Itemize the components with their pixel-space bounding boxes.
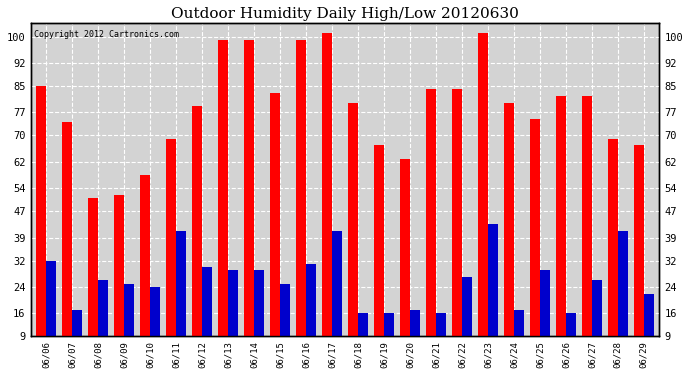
Bar [270,93,280,366]
Bar [244,40,254,366]
Bar [566,313,575,366]
Bar [504,102,514,366]
Bar [72,310,82,366]
Bar [348,102,358,366]
Bar [452,89,462,366]
Bar [592,280,602,366]
Bar [228,270,238,366]
Bar [514,310,524,366]
Bar [150,287,160,366]
Bar [462,277,472,366]
Bar [436,313,446,366]
Bar [540,270,550,366]
Bar [254,270,264,366]
Text: Copyright 2012 Cartronics.com: Copyright 2012 Cartronics.com [34,30,179,39]
Bar [140,175,150,366]
Bar [176,231,186,366]
Bar [332,231,342,366]
Bar [115,195,124,366]
Bar [384,313,394,366]
Bar [556,96,566,366]
Bar [530,119,540,366]
Bar [193,106,202,366]
Bar [410,310,420,366]
Bar [358,313,368,366]
Bar [280,284,290,366]
Bar [426,89,436,366]
Bar [218,40,228,366]
Bar [98,280,108,366]
Bar [88,198,98,366]
Bar [124,284,134,366]
Bar [37,86,46,366]
Bar [488,224,497,366]
Bar [582,96,592,366]
Bar [478,33,488,366]
Bar [634,146,644,366]
Bar [644,294,653,366]
Bar [306,264,316,366]
Bar [62,122,72,366]
Bar [202,267,212,366]
Bar [608,139,618,366]
Bar [296,40,306,366]
Bar [166,139,176,366]
Bar [374,146,384,366]
Bar [400,159,410,366]
Bar [618,231,628,366]
Bar [322,33,332,366]
Title: Outdoor Humidity Daily High/Low 20120630: Outdoor Humidity Daily High/Low 20120630 [171,7,519,21]
Bar [46,261,56,366]
